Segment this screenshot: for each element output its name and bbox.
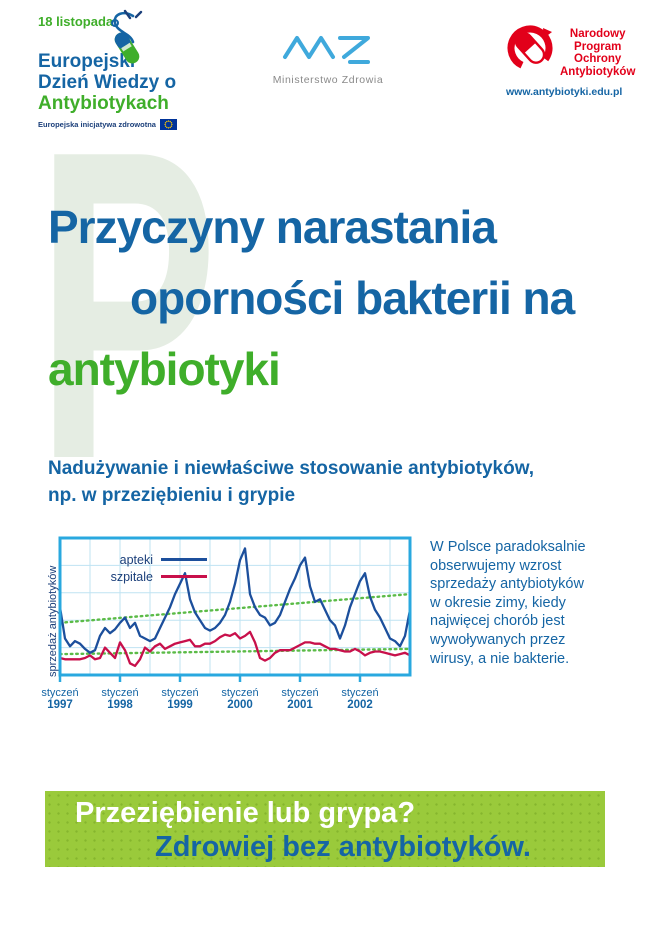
npoa-name-line3: Ochrony xyxy=(574,53,622,65)
eaad-logo-block: 18 listopada Europejski Dzień Wiedzy o A… xyxy=(38,9,238,130)
x-tick-2002: styczeń 2002 xyxy=(341,687,379,711)
npoa-logo-block: Narodowy Program Ochrony Antybiotyków ww… xyxy=(506,20,636,98)
subtitle-line1: Nadużywanie i niewłaściwe stosowanie ant… xyxy=(48,458,535,479)
legend-swatch-szpitale xyxy=(161,575,207,578)
eu-flag-stars xyxy=(164,120,173,129)
mz-logo-block: Ministerstwo Zdrowia xyxy=(266,30,390,86)
x-tick-1998: styczeń 1998 xyxy=(101,687,139,711)
mz-zigzag-logo-icon xyxy=(283,36,370,64)
title-line3: antybiotyki xyxy=(48,343,281,395)
legend-row-apteki: apteki xyxy=(95,551,207,568)
eaad-tagline-text: Europejska inicjatywa zdrowotna xyxy=(38,120,156,129)
banner-line2: Zdrowiej bez antybiotyków. xyxy=(155,831,531,863)
chart-legend: apteki szpitale xyxy=(95,551,207,585)
npoa-url-link[interactable]: www.antybiotyki.edu.pl xyxy=(506,86,623,98)
eaad-date: 18 listopada xyxy=(38,14,114,29)
x-tick-2000: styczeń 2000 xyxy=(221,687,259,711)
chart-y-axis-label: sprzedaż antybiotyków xyxy=(47,565,59,677)
chart-plot xyxy=(58,536,412,682)
legend-label-apteki: apteki xyxy=(119,552,153,567)
aside-paragraph: W Polsce paradoksalnie obserwujemy wzros… xyxy=(430,539,586,667)
antibiotic-sales-chart: sprzedaż antybiotyków apteki szpitale st… xyxy=(41,535,420,720)
banner-line1: Przeziębienie lub grypa? xyxy=(75,797,416,829)
npoa-name-line1: Narodowy xyxy=(569,28,626,40)
eaad-title-line2: Dzień Wiedzy o xyxy=(38,72,177,93)
npoa-name-line4: Antybiotyków xyxy=(560,65,636,78)
legend-row-szpitale: szpitale xyxy=(95,568,207,585)
chart-x-labels: styczeń 1997 styczeń 1998 styczeń 1999 styczeń… xyxy=(41,687,420,717)
legend-swatch-apteki xyxy=(161,558,207,561)
page-title: Przyczyny narastania oporności bakterii … xyxy=(48,192,575,405)
legend-label-szpitale: szpitale xyxy=(110,569,153,584)
eaad-tagline-row: Europejska inicjatywa zdrowotna xyxy=(38,119,238,130)
subtitle: Nadużywanie i niewłaściwe stosowanie ant… xyxy=(48,455,534,509)
eaad-title-line3: Antybiotykach xyxy=(38,93,169,114)
eaad-title-line1: Europejski xyxy=(38,51,136,72)
title-line1: Przyczyny narastania xyxy=(48,201,497,253)
x-tick-1999: styczeń 1999 xyxy=(161,687,199,711)
capsule-arc-logo-icon xyxy=(507,25,553,71)
npoa-name-line2: Program xyxy=(574,40,622,53)
x-tick-1997: styczeń 1997 xyxy=(41,687,79,711)
eu-flag-icon xyxy=(159,119,177,130)
watermark-letter: P xyxy=(36,60,218,551)
stethoscope-capsule-icon xyxy=(100,8,152,77)
x-tick-2001: styczeń 2001 xyxy=(281,687,319,711)
bottom-banner: Przeziębienie lub grypa? Zdrowiej bez an… xyxy=(45,791,605,867)
subtitle-line2: np. w przeziębieniu i grypie xyxy=(48,485,296,506)
title-line2: oporności bakterii na xyxy=(130,272,575,324)
mz-name: Ministerstwo Zdrowia xyxy=(272,74,384,86)
